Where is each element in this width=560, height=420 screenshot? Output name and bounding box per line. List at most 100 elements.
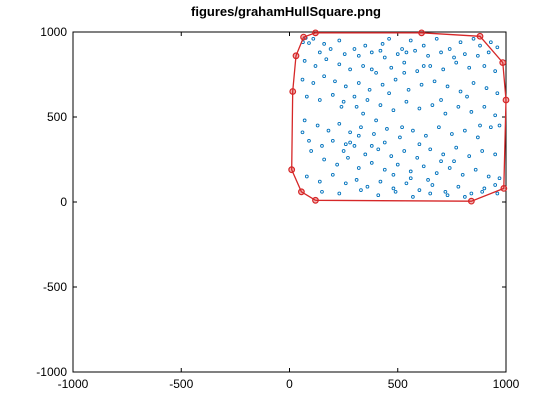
scatter-point <box>497 176 502 181</box>
scatter-point <box>387 91 391 96</box>
scatter-point <box>378 103 383 107</box>
scatter-point <box>408 176 413 181</box>
scatter-point <box>343 181 348 186</box>
scatter-point <box>395 162 400 167</box>
scatter-point <box>359 188 363 192</box>
scatter-point <box>337 38 342 43</box>
scatter-point <box>478 43 482 48</box>
hull-vertex <box>500 184 508 192</box>
scatter-point <box>445 193 450 198</box>
scatter-point <box>304 174 309 179</box>
scatter-point <box>426 53 430 58</box>
scatter-point <box>443 189 448 194</box>
x-tick-label: 500 <box>388 377 408 391</box>
scatter-point <box>311 36 316 41</box>
scatter-point <box>330 93 335 97</box>
scatter-point <box>434 171 439 175</box>
scatter-point <box>415 155 420 160</box>
scatter-point <box>320 189 324 194</box>
scatter-point <box>456 184 461 189</box>
scatter-point <box>391 186 396 191</box>
scatter-point <box>385 127 389 131</box>
scatter-point <box>374 118 378 123</box>
scatter-point <box>417 142 422 147</box>
scatter-point <box>432 79 437 84</box>
scatter-point <box>341 149 346 153</box>
hull-vertex <box>418 29 425 37</box>
scatter-point <box>445 84 450 89</box>
scatter-point <box>369 67 374 72</box>
scatter-point <box>317 98 322 102</box>
scatter-point <box>467 65 472 70</box>
scatter-point <box>369 144 374 148</box>
scatter-point <box>372 132 376 136</box>
hull-vertex <box>300 33 307 41</box>
scatter-point <box>380 42 385 46</box>
scatter-point <box>424 133 428 138</box>
scatter-point <box>302 118 307 123</box>
scatter-point <box>367 87 372 92</box>
scatter-point <box>369 50 374 55</box>
scatter-point <box>452 159 456 164</box>
scatter-point <box>365 184 370 189</box>
scatter-point <box>326 128 331 133</box>
scatter-point <box>307 138 311 143</box>
scatter-point <box>408 169 413 174</box>
y-tick-label: 500 <box>47 110 67 124</box>
scatter-point <box>408 38 413 43</box>
scatter-point <box>352 47 357 51</box>
scatter-point <box>322 157 326 162</box>
scatter-point <box>322 42 326 46</box>
x-tick-label: 0 <box>286 377 293 391</box>
scatter-point <box>488 40 493 45</box>
x-tick-label: -1000 <box>58 377 89 391</box>
scatter-point <box>441 152 446 157</box>
scatter-point <box>369 161 374 165</box>
scatter-point <box>378 48 383 53</box>
scatter-point <box>382 167 387 172</box>
scatter-point <box>337 62 342 67</box>
scatter-point <box>447 47 452 51</box>
scatter-point <box>430 183 435 187</box>
scatter-point <box>441 67 446 72</box>
scatter-point <box>458 40 463 45</box>
scatter-point <box>450 132 454 136</box>
scatter-point <box>402 149 407 153</box>
scatter-point <box>361 64 365 68</box>
scatter-point <box>406 87 411 92</box>
scatter-point <box>493 152 498 157</box>
scatter-point <box>417 106 422 111</box>
scatter-point <box>328 47 333 51</box>
plot-area <box>72 31 507 373</box>
convex-hull <box>288 29 510 205</box>
x-tick-label: 1000 <box>493 377 520 391</box>
scatter-point <box>382 140 387 145</box>
scatter-point <box>471 36 476 41</box>
scatter-point <box>495 45 500 50</box>
scatter-point <box>486 50 491 55</box>
scatter-point <box>476 53 480 58</box>
scatter-point <box>354 104 359 109</box>
scatter-point <box>335 162 339 167</box>
scatter-point <box>402 70 407 75</box>
scatter-point <box>378 179 383 184</box>
hull-vertex <box>499 59 507 66</box>
scatter-point <box>300 130 305 135</box>
scatter-point <box>480 189 485 194</box>
scatter-point <box>365 98 370 102</box>
scatter-point <box>415 69 420 73</box>
scatter-point <box>348 130 352 135</box>
scatter-point <box>439 50 443 55</box>
chart-title: figures/grahamHullSquare.png <box>191 4 381 19</box>
scatter-point <box>404 181 409 186</box>
scatter-point <box>488 125 493 130</box>
scatter-point <box>437 125 441 130</box>
scatter-point <box>363 43 368 48</box>
scatter-point <box>421 64 426 68</box>
scatter-point <box>417 188 422 192</box>
scatter-point <box>482 186 487 191</box>
y-tick-label: -500 <box>43 280 67 294</box>
scatter-point <box>456 104 461 109</box>
scatter-point <box>330 172 335 177</box>
